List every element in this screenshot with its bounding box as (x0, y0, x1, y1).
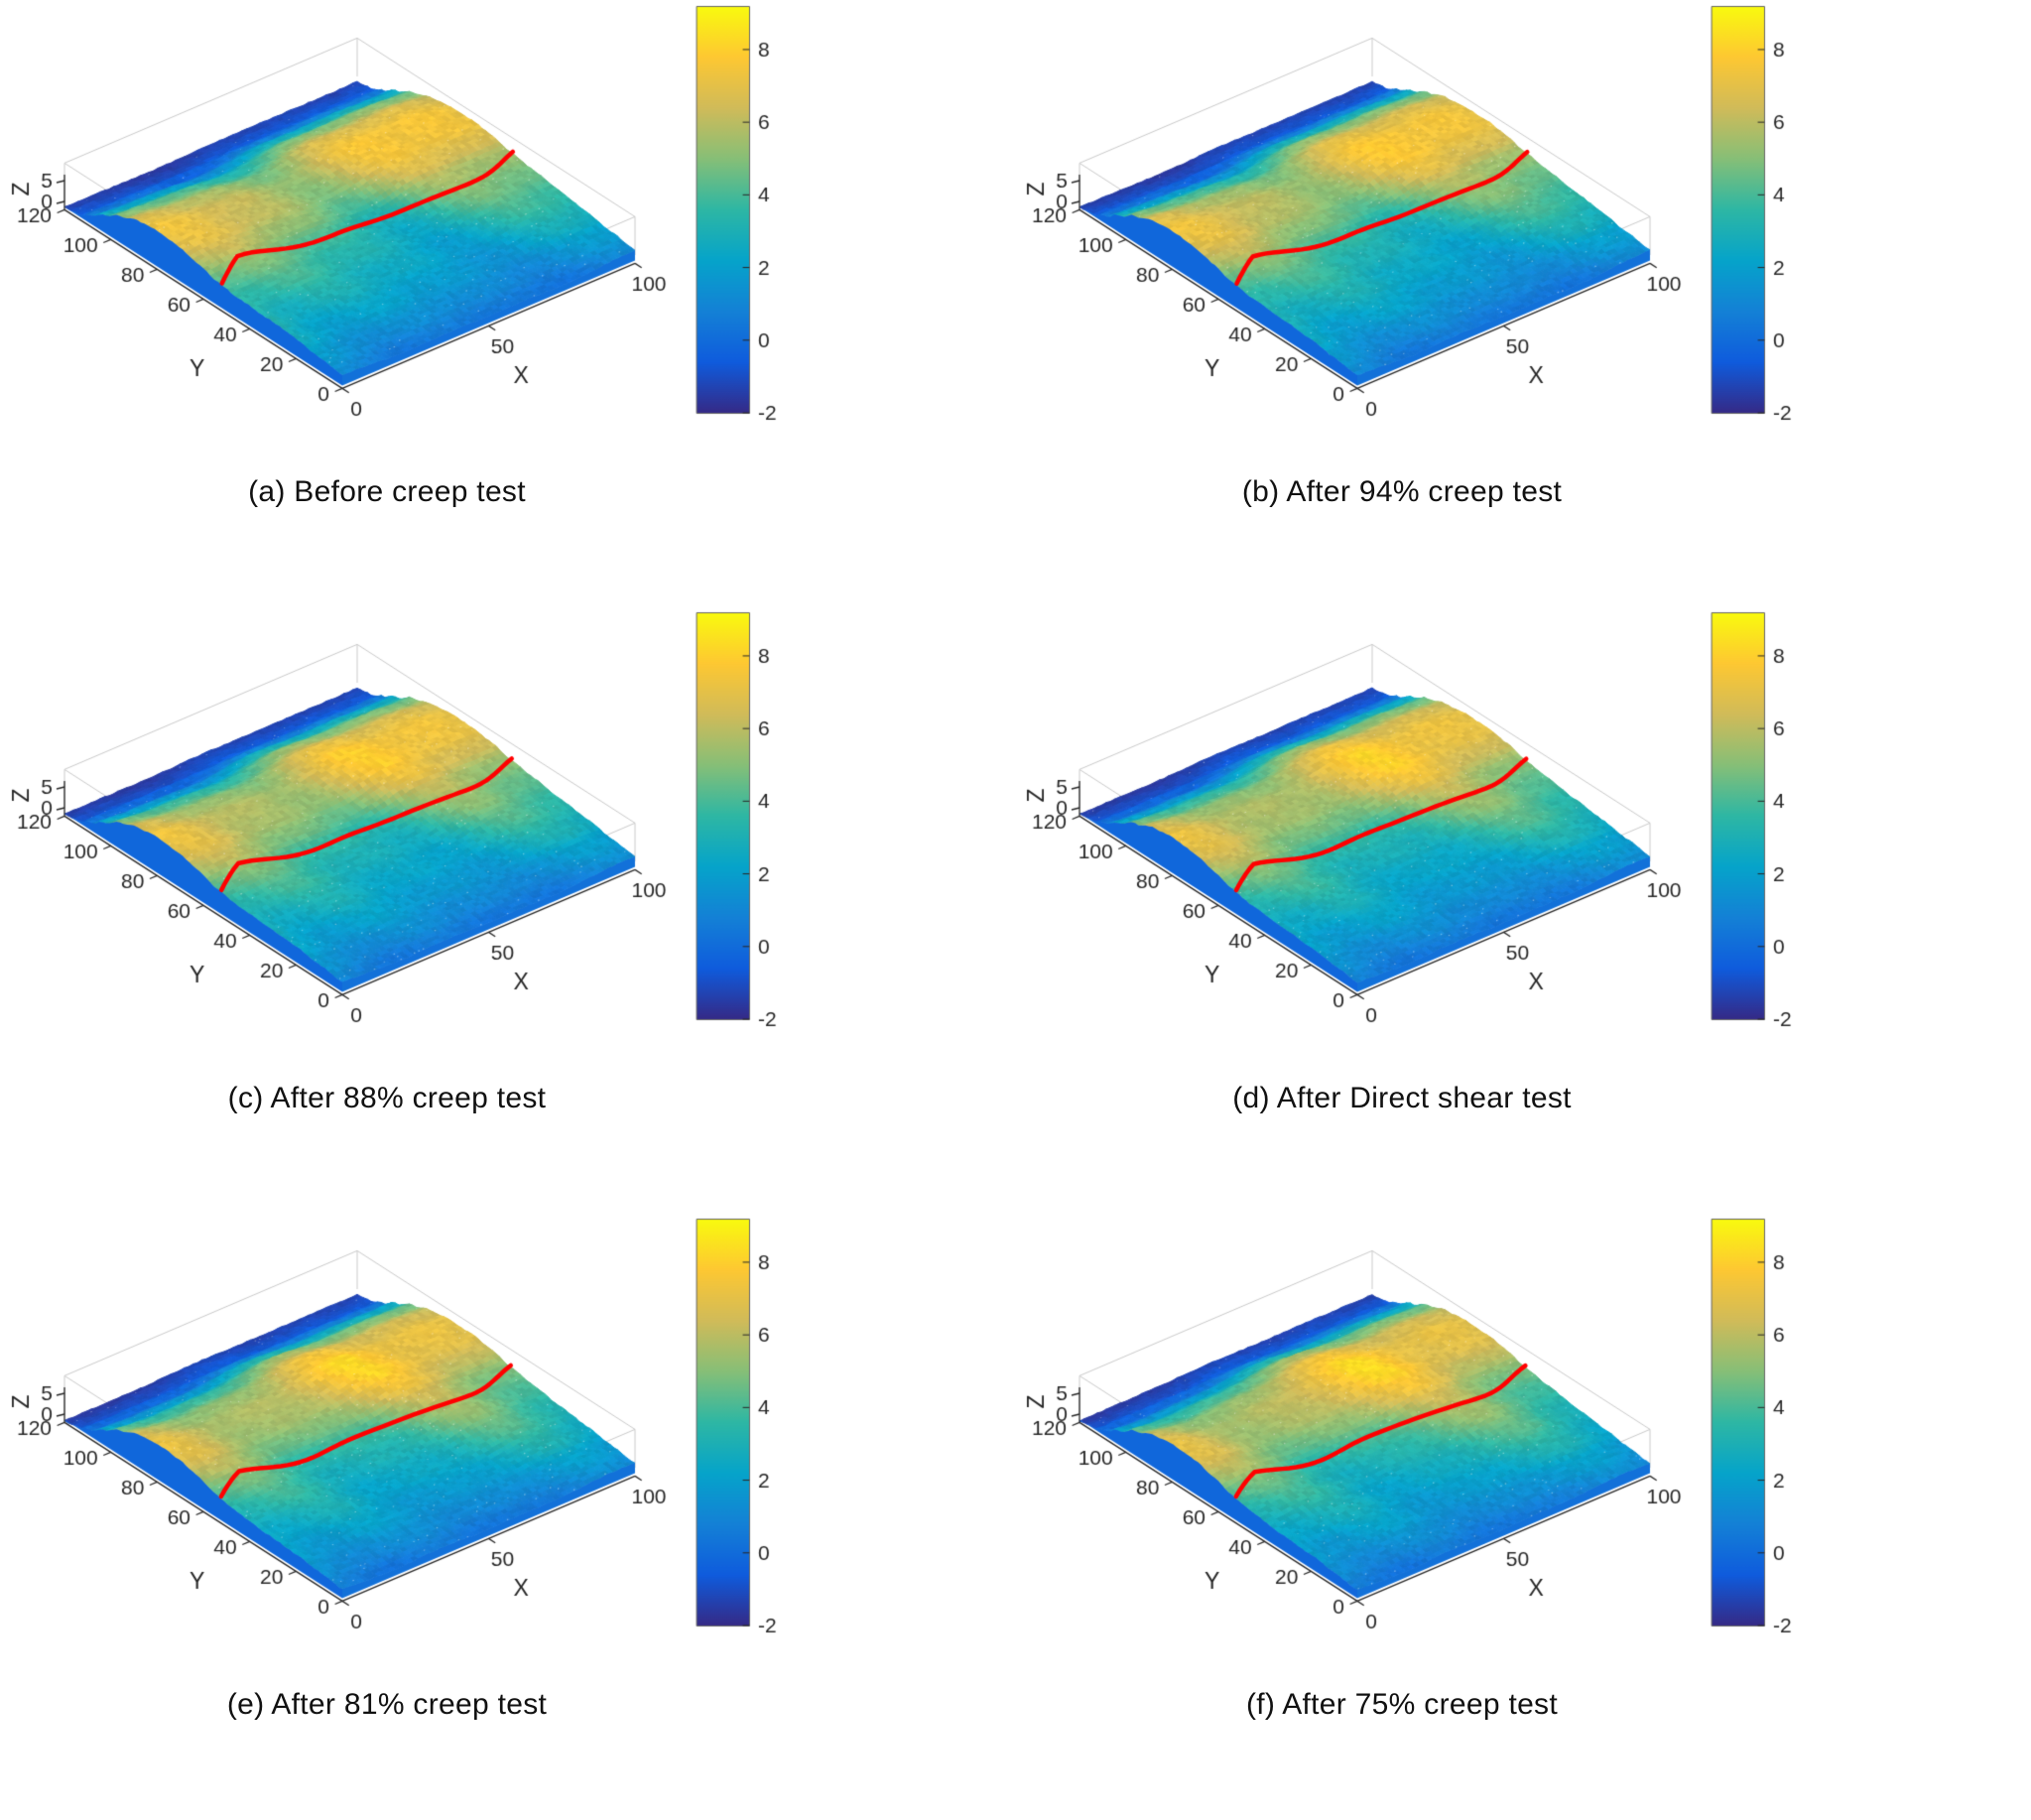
panel-caption-a: (a) Before creep test (248, 475, 526, 508)
surface-plot-canvas-d (1015, 606, 2017, 1078)
panel-a: (a) Before creep test (0, 0, 1015, 606)
panel-caption-f: (f) After 75% creep test (1246, 1688, 1558, 1721)
surface-plot-canvas-e (0, 1213, 1002, 1684)
panel-e: (e) After 81% creep test (0, 1213, 1015, 1819)
panel-caption-e: (e) After 81% creep test (226, 1688, 548, 1721)
panel-caption-b: (b) After 94% creep test (1241, 475, 1563, 508)
surface-plot-canvas-f (1015, 1213, 2017, 1684)
surface-plot-canvas-b (1015, 0, 2017, 471)
panel-c: (c) After 88% creep test (0, 606, 1015, 1213)
panel-caption-d: (d) After Direct shear test (1232, 1082, 1572, 1114)
surface-plot-canvas-a (0, 0, 1002, 471)
panel-f: (f) After 75% creep test (1015, 1213, 2031, 1819)
surface-plot-canvas-c (0, 606, 1002, 1078)
panel-d: (d) After Direct shear test (1015, 606, 2031, 1213)
panel-caption-c: (c) After 88% creep test (227, 1082, 547, 1114)
panel-b: (b) After 94% creep test (1015, 0, 2031, 606)
